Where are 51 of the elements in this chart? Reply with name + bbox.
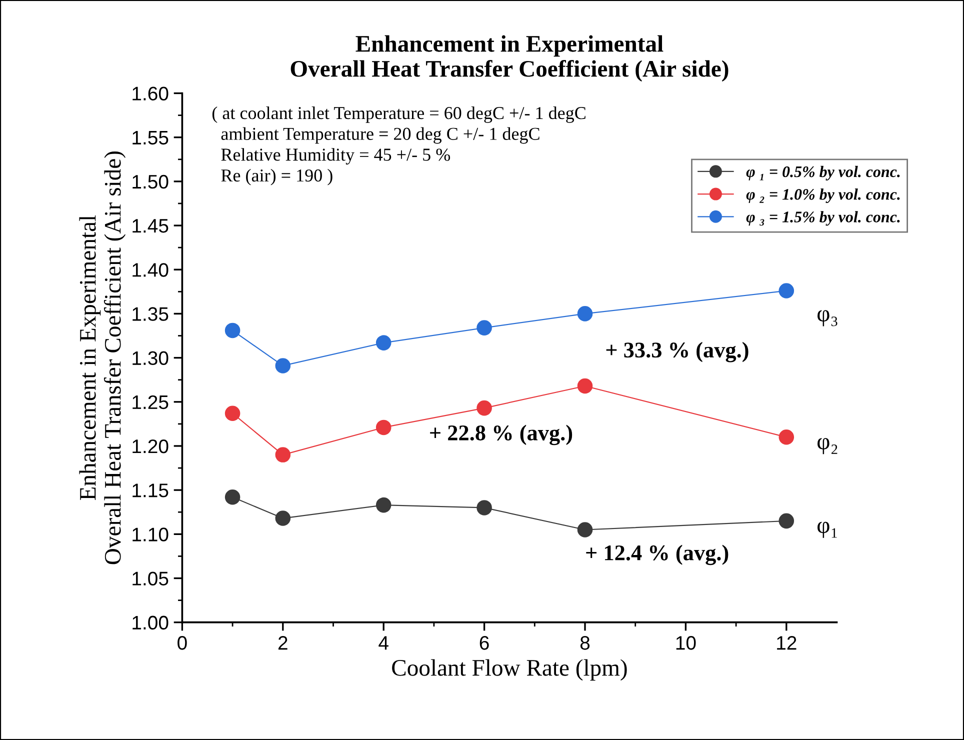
annotation: + 22.8 % (avg.): [430, 424, 572, 446]
point: [275, 510, 291, 526]
x-tick-label: 4: [378, 636, 388, 650]
y-tick-label: 1.55: [132, 131, 168, 145]
y-tick-label: 1.50: [132, 174, 168, 189]
point: [376, 497, 392, 513]
point: [577, 522, 593, 538]
annotation: ( at coolant inlet Temperature = 60 degC +/- 1 degC ambient Temperature = 20 deg C +/- 1 degC Relative Humidity = 45 +/- 5 % Re (air) = 190 ): [212, 106, 586, 186]
y-tick-label: 1.15: [132, 484, 168, 498]
y-tick-label: 1.40: [132, 263, 168, 277]
chart-title: Enhancement in Experimental Overall Heat Transfer Coefficient (Air side): [290, 35, 728, 82]
point: [577, 378, 593, 394]
point: [275, 447, 291, 462]
point: [224, 322, 240, 338]
y-tick-label: 1.05: [132, 572, 168, 586]
annotation: + 33.3 % (avg.): [606, 342, 748, 362]
x-tick-label: 2: [278, 636, 288, 650]
point: [476, 320, 492, 336]
annotation: + 12.4 % (avg.): [586, 544, 728, 566]
legend-label: φ ₃ = 1.5% by vol. conc.: [746, 211, 900, 226]
point: [476, 400, 492, 416]
y-tick-label: 1.60: [132, 86, 168, 100]
point: [778, 430, 794, 445]
y-tick-label: 1.45: [132, 219, 168, 233]
y-tick-label: 1.35: [132, 307, 168, 321]
legend-label: φ ₂ = 1.0% by vol. conc.: [746, 188, 900, 204]
x-tick-label: 0: [178, 636, 187, 650]
point: [224, 406, 240, 421]
annotation: φ₂: [818, 438, 838, 454]
legend-label: φ ₁ = 0.5% by vol. conc.: [746, 166, 900, 180]
x-axis-title: Coolant Flow Rate (lpm): [392, 659, 627, 681]
point: [275, 358, 291, 374]
x-tick-label: 6: [480, 636, 489, 650]
y-tick-label: 1.10: [132, 528, 168, 542]
point: [376, 335, 392, 350]
y-tick-label: 1.00: [132, 616, 168, 630]
annotation: φ₃: [818, 310, 838, 326]
x-tick-label: 8: [580, 636, 590, 650]
y-tick-label: 1.20: [132, 439, 168, 454]
point: [376, 420, 392, 436]
y-tick-label: 1.25: [132, 395, 168, 410]
y-axis-title: Enhancement in Experimental Overall Heat Transfer Coefficient (Air side): [79, 152, 126, 564]
point: [476, 500, 492, 516]
x-tick-label: 10: [676, 636, 696, 650]
y-tick-label: 1.30: [132, 351, 168, 366]
point: [224, 489, 240, 505]
point: [778, 513, 794, 529]
point: [577, 306, 593, 322]
point: [778, 283, 794, 298]
x-tick-label: 12: [777, 636, 796, 650]
annotation: φ₁: [818, 522, 837, 538]
